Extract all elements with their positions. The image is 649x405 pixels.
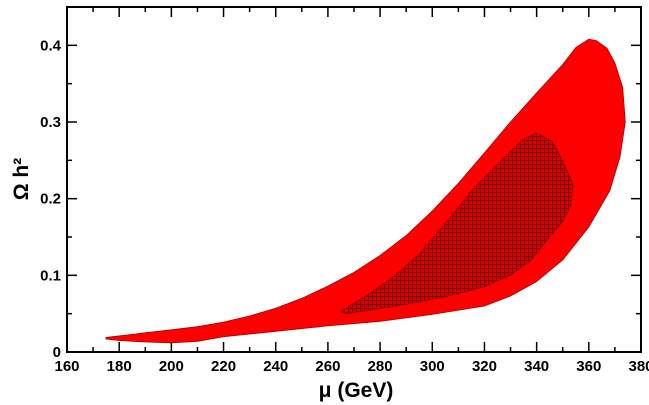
x-tick-label: 280 [368,358,393,375]
x-tick-label: 180 [107,358,132,375]
x-tick-label: 340 [524,358,549,375]
y-tick-label: 0.2 [40,191,61,208]
y-tick-label: 0.1 [40,267,61,284]
x-tick-label: 160 [54,358,79,375]
x-tick-label: 260 [315,358,340,375]
x-tick-label: 360 [576,358,601,375]
hatched-inner-region [340,132,574,315]
x-tick-label: 320 [472,358,497,375]
x-tick-label: 220 [211,358,236,375]
y-tick-label: 0 [53,344,61,361]
y-axis-title: Ω h² [10,158,33,201]
y-tick-label: 0.4 [40,37,62,54]
x-tick-label: 300 [420,358,445,375]
y-tick-label: 0.3 [40,114,61,131]
x-tick-label: 240 [263,358,288,375]
axis-ticks: 160 180 200 220 240 260 280 300 320 340 360 380 0 0.1… [40,7,649,375]
x-tick-label: 380 [628,358,649,375]
x-axis-title: μ (GeV) [319,379,394,402]
plot-area [105,38,626,344]
x-tick-label: 200 [159,358,184,375]
